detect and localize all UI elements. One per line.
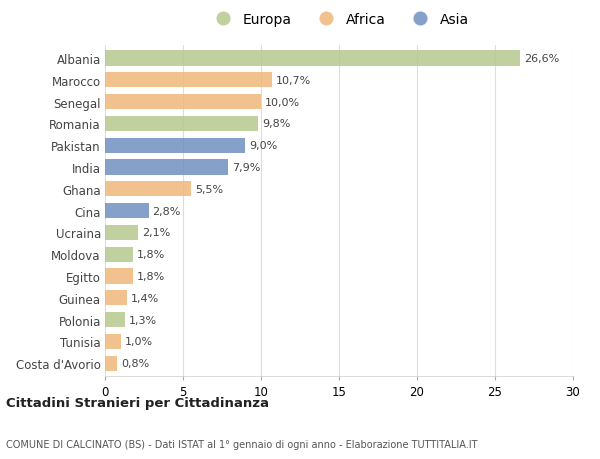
Bar	[105, 73, 272, 88]
Bar	[105, 334, 121, 349]
Bar	[105, 95, 261, 110]
Text: COMUNE DI CALCINATO (BS) - Dati ISTAT al 1° gennaio di ogni anno - Elaborazione : COMUNE DI CALCINATO (BS) - Dati ISTAT al…	[6, 440, 478, 449]
Text: 1,3%: 1,3%	[129, 315, 157, 325]
Text: 1,0%: 1,0%	[125, 336, 152, 347]
Text: Cittadini Stranieri per Cittadinanza: Cittadini Stranieri per Cittadinanza	[6, 396, 269, 409]
Bar	[105, 247, 133, 262]
Bar	[105, 203, 149, 219]
Text: 2,1%: 2,1%	[142, 228, 170, 238]
Text: 9,0%: 9,0%	[250, 141, 278, 151]
Bar	[105, 160, 228, 175]
Text: 0,8%: 0,8%	[121, 358, 149, 368]
Text: 9,8%: 9,8%	[262, 119, 290, 129]
Bar	[105, 225, 138, 241]
Bar	[105, 182, 191, 197]
Legend: Europa, Africa, Asia: Europa, Africa, Asia	[203, 7, 475, 33]
Text: 1,8%: 1,8%	[137, 250, 165, 260]
Text: 10,0%: 10,0%	[265, 97, 300, 107]
Bar	[105, 312, 125, 327]
Text: 10,7%: 10,7%	[276, 76, 311, 86]
Text: 2,8%: 2,8%	[152, 206, 181, 216]
Text: 1,4%: 1,4%	[131, 293, 159, 303]
Bar	[105, 138, 245, 153]
Bar	[105, 51, 520, 67]
Text: 26,6%: 26,6%	[524, 54, 559, 64]
Text: 1,8%: 1,8%	[137, 271, 165, 281]
Text: 7,9%: 7,9%	[232, 162, 260, 173]
Text: 5,5%: 5,5%	[194, 185, 223, 195]
Bar	[105, 291, 127, 306]
Bar	[105, 356, 118, 371]
Bar	[105, 269, 133, 284]
Bar	[105, 117, 258, 132]
